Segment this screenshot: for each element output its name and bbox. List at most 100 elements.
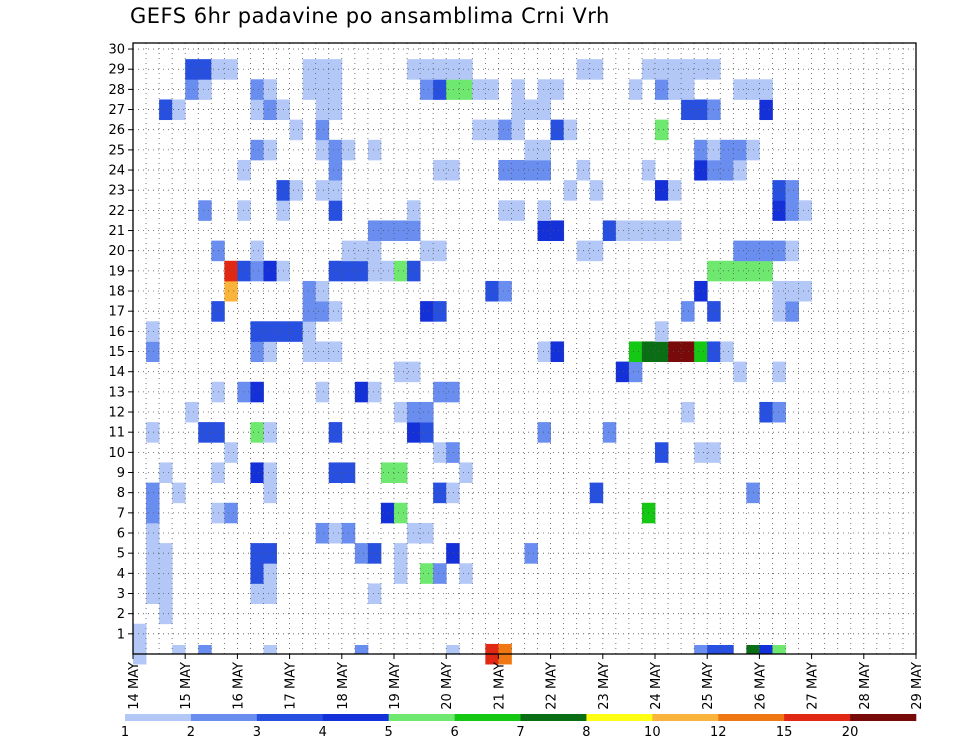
heatmap-cell (628, 361, 643, 383)
heatmap-cell (367, 583, 382, 604)
heatmap-cell (250, 79, 264, 100)
heatmap-cell (315, 301, 330, 322)
heatmap-cell (498, 280, 512, 302)
heatmap-cell (146, 422, 160, 443)
heatmap-cell (302, 280, 317, 302)
heatmap-cell (289, 321, 304, 342)
legend-swatch (388, 714, 455, 721)
heatmap-cell (433, 159, 447, 181)
heatmap-cell (354, 543, 369, 564)
heatmap-cell (133, 623, 147, 645)
heatmap-cell (394, 543, 408, 564)
heatmap-cell (550, 79, 565, 100)
heatmap-cell (537, 99, 551, 121)
heatmap-cell (263, 583, 277, 604)
heatmap-cell (720, 260, 734, 282)
heatmap-cell (433, 59, 447, 80)
heatmap-cell (537, 200, 551, 221)
heatmap-cell (628, 220, 643, 242)
heatmap-cell (328, 99, 343, 121)
x-tick-label: 16 MAY (231, 662, 246, 710)
heatmap-cell (394, 502, 408, 524)
heatmap-cell (537, 139, 551, 161)
heatmap-cell (146, 543, 160, 564)
heatmap-cell (772, 180, 786, 201)
legend-swatch (190, 714, 258, 721)
heatmap-cell (354, 260, 369, 282)
heatmap-cell (459, 563, 473, 584)
heatmap-cell (733, 79, 747, 100)
heatmap-cell (589, 59, 604, 80)
heatmap-cell (681, 59, 695, 80)
heatmap-cell (472, 79, 486, 100)
x-tick-label: 24 MAY (649, 662, 664, 710)
heatmap-cell (354, 240, 369, 262)
legend-label: 4 (319, 725, 327, 740)
heatmap-cell (446, 79, 460, 100)
heatmap-cell (380, 260, 395, 282)
heatmap-cell (733, 159, 747, 181)
heatmap-cell (798, 280, 812, 302)
y-tick-label: 6 (117, 527, 125, 542)
heatmap-cell (459, 79, 473, 100)
heatmap-cell (185, 59, 199, 80)
heatmap-cell (785, 240, 799, 262)
heatmap-cell (302, 321, 317, 342)
heatmap-cell (798, 200, 812, 221)
heatmap-cell (472, 119, 486, 141)
heatmap-cell (328, 180, 343, 201)
heatmap-cell (720, 341, 734, 363)
heatmap-cell (720, 645, 734, 654)
heatmap-cell (433, 240, 447, 262)
legend-swatch (718, 714, 785, 721)
heatmap-cell (694, 341, 708, 363)
heatmap-cell (159, 99, 173, 121)
heatmap-cell (146, 482, 160, 504)
x-tick-label: 22 MAY (545, 662, 560, 710)
heatmap-cell (733, 260, 747, 282)
heatmap-cell (733, 240, 747, 262)
y-tick-label: 1 (117, 627, 125, 642)
heatmap-cell (446, 59, 460, 80)
heatmap-cell (420, 240, 434, 262)
heatmap-cell (694, 442, 708, 463)
heatmap-cell (380, 220, 395, 242)
y-tick-label: 16 (108, 325, 125, 340)
heatmap-cell (263, 139, 277, 161)
y-tick-label: 20 (108, 244, 125, 259)
heatmap-cell (459, 59, 473, 80)
heatmap-cell (759, 260, 773, 282)
y-tick-label: 30 (108, 43, 125, 58)
heatmap-cell (198, 200, 212, 221)
x-tick-label: 14 MAY (127, 662, 142, 710)
heatmap-cell (263, 341, 277, 363)
heatmap-cell (681, 99, 695, 121)
heatmap-cell (537, 79, 551, 100)
heatmap-cell (563, 119, 578, 141)
legend-swatch (125, 714, 192, 721)
y-tick-label: 22 (108, 204, 125, 219)
x-tick-label: 21 MAY (492, 662, 507, 710)
heatmap-cell (315, 139, 330, 161)
heatmap-cell (367, 381, 382, 403)
heatmap-cell (498, 119, 512, 141)
heatmap-cell (655, 442, 669, 463)
x-tick-label: 25 MAY (701, 662, 716, 710)
heatmap-cell (394, 220, 408, 242)
heatmap-cell (315, 119, 330, 141)
x-tick-label: 15 MAY (179, 662, 194, 710)
heatmap-cell (668, 341, 682, 363)
heatmap-cell (159, 583, 173, 604)
y-tick-label: 26 (108, 123, 125, 138)
heatmap-cell (250, 139, 264, 161)
heatmap-cell (250, 240, 264, 262)
heatmap-cell (328, 301, 343, 322)
heatmap-cell (772, 200, 786, 221)
heatmap-cell (433, 482, 447, 504)
x-tick-label: 26 MAY (753, 662, 768, 710)
heatmap-cell (563, 180, 578, 201)
y-tick-label: 24 (108, 164, 125, 179)
y-tick-label: 12 (108, 406, 125, 421)
y-tick-label: 14 (108, 365, 125, 380)
heatmap-cell (315, 99, 330, 121)
